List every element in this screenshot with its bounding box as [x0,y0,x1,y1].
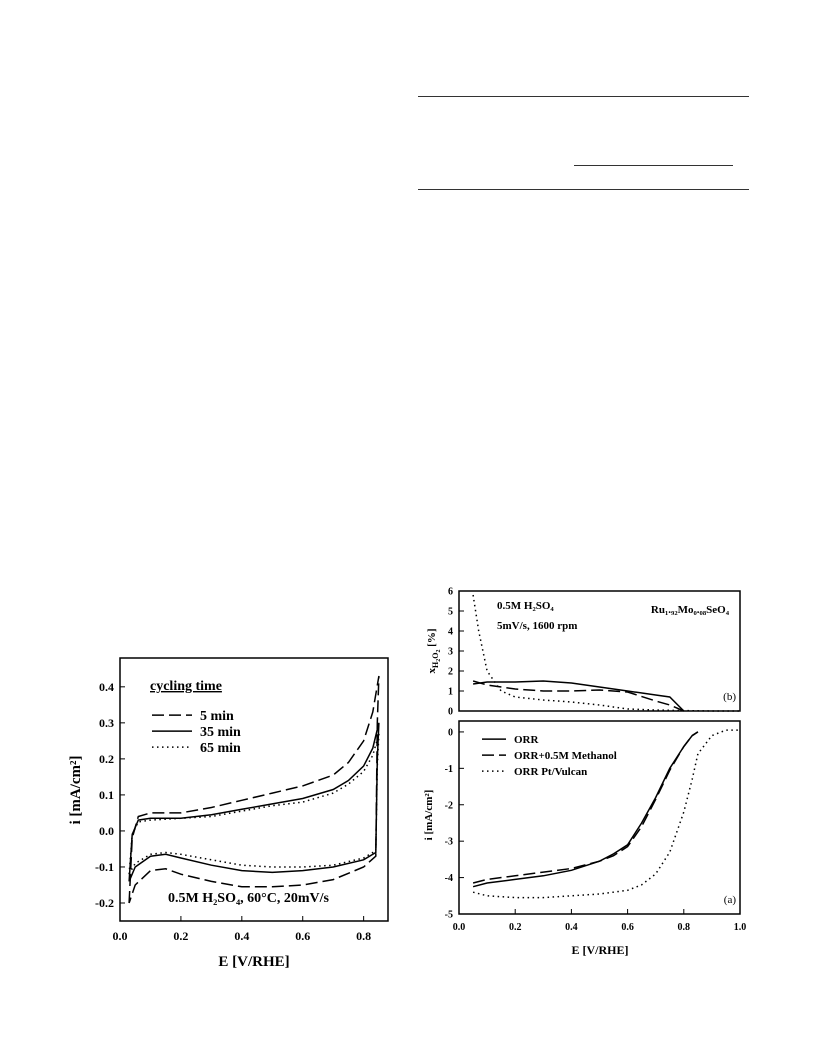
right-top-y-tick-label: 1 [448,687,453,698]
left-legend-label: 5 min [200,709,234,724]
right-bottom-y-tick-label: -2 [445,800,453,811]
left-legend-title: cycling time [150,679,222,694]
right-bottom-legend-label: ORR+0.5M Methanol [514,750,617,762]
right-top-annotation-catalyst: Ru₁.₉₂Mo₀.₀₈SeO₄ [651,604,730,616]
right-bottom-x-tick-label: 0.0 [453,922,466,933]
right-bottom-y-tick-label: -1 [445,764,453,775]
right-bottom-x-tick-label: 1.0 [734,922,747,933]
right-top-annotation-electrolyte: 0.5M H₂SO₄ [497,600,554,612]
right-top-series-line-2 [472,680,685,712]
right-bottom-x-tick-label: 0.8 [678,922,691,933]
left-series-line-2 [128,722,380,882]
left-series-line-1 [128,675,380,904]
right-bottom-y-tick-label: -3 [445,837,453,848]
middle-rule [574,165,733,166]
left-y-tick-label: 0.2 [99,752,114,766]
left-y-tick-label: 0.4 [99,680,114,694]
bottom-rule [418,189,749,190]
right-top-y-tick-label: 5 [448,607,453,618]
right-top-y-tick-label: 6 [448,587,453,598]
left-y-axis-label: i [mA/cm²] [68,755,84,824]
left-legend-label: 35 min [200,725,241,740]
right-bottom-x-tick-label: 0.2 [509,922,522,933]
left-y-tick-label: -0.2 [95,896,114,910]
left-annotation: 0.5M H₂SO₄, 60°C, 20mV/s [168,891,330,906]
right-bottom-x-axis-label: E [V/RHE] [572,943,629,957]
right-bottom-legend-label: ORR [514,734,540,746]
right-bottom-legend: ORR ORR+0.5M Methanol ORR Pt/Vulcan [482,734,617,778]
left-x-tick-label: 0.4 [234,929,249,943]
right-top-y-tick-label: 4 [448,627,453,638]
right-bottom-x-tick-label: 0.4 [565,922,578,933]
right-bottom-series-line-1 [472,731,699,888]
left-x-tick-label: 0.8 [356,929,371,943]
right-bottom-x-tick-label: 0.6 [621,922,634,933]
right-bottom-y-tick-label: -4 [445,873,453,884]
right-bottom-y-tick-label: -5 [445,910,453,921]
right-bottom-y-tick-label: 0 [448,727,453,738]
left-plot-frame [119,657,389,922]
right-top-y-tick-label: 2 [448,667,453,678]
left-y-tick-label: 0.1 [99,788,114,802]
right-top-y-tick-label: 0 [448,707,453,718]
top-rule [418,96,749,97]
right-bottom-panel-label: (a) [724,894,737,906]
left-cv-chart: 0.0 0.2 0.4 0.6 0.8 -0.2 -0.1 0.0 0.1 0.2 0.3 0.4 E… [68,657,389,970]
left-y-tick-label: 0.3 [99,716,114,730]
left-legend-label: 65 min [200,741,241,756]
right-top-h2o2-chart: 0 1 2 3 4 5 6 xH2O2 [%] 0.5M H₂SO₄ 5mV/s, 1600… [426,587,741,718]
left-x-axis-label: E [V/RHE] [218,954,289,970]
right-bottom-orr-chart: 0.0 0.2 0.4 0.6 0.8 1.0-5-4-3-2-10 E [V/RHE] … [423,720,747,957]
right-top-y-axis-label: xH2O2 [%] [426,628,442,673]
right-top-series-line-1 [472,680,685,712]
left-y-tick-label: 0.0 [99,824,114,838]
right-top-annotation-scan: 5mV/s, 1600 rpm [497,620,577,632]
left-y-tick-label: -0.1 [95,860,114,874]
right-bottom-plot-frame [458,720,741,915]
left-x-tick-label: 0.6 [295,929,310,943]
right-top-panel-label: (b) [723,691,736,703]
left-x-tick-label: 0.2 [173,929,188,943]
right-top-y-tick-label: 3 [448,647,453,658]
right-bottom-y-axis-label: i [mA/cm²] [423,790,435,841]
left-x-tick-label: 0.0 [113,929,128,943]
right-bottom-legend-label: ORR Pt/Vulcan [514,766,587,778]
right-top-series-line-3 [472,594,740,712]
left-series-line-3 [128,733,380,875]
